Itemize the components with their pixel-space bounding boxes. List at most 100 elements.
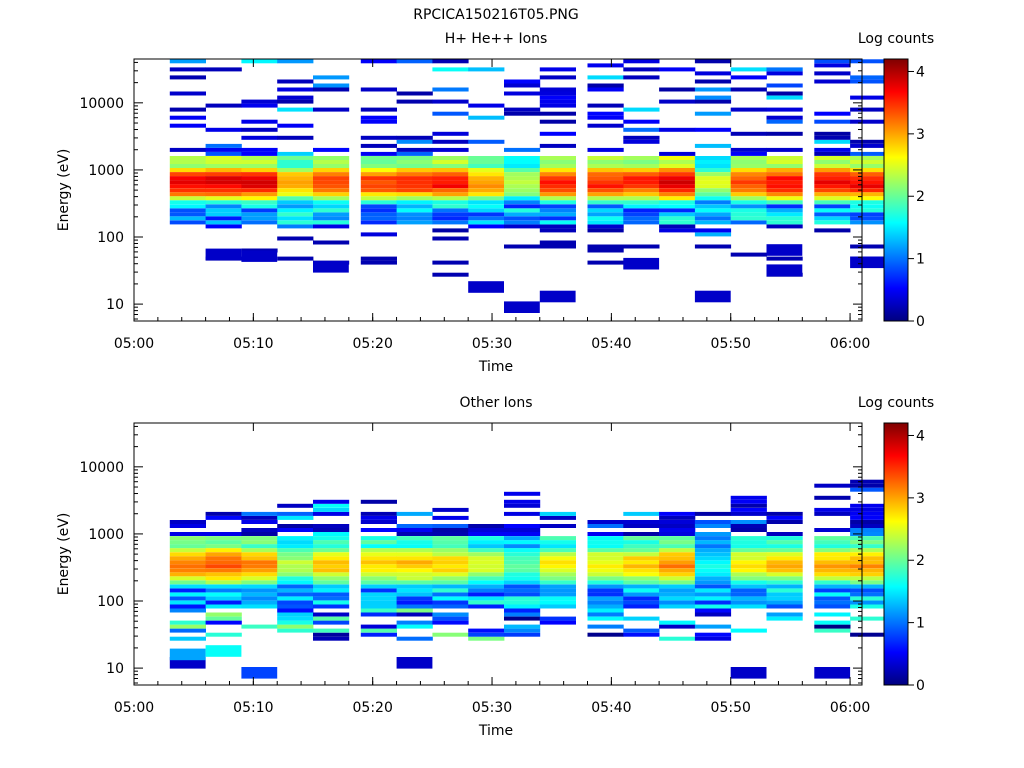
heatmap-cell [814, 200, 851, 205]
heatmap-cell [850, 540, 887, 545]
heatmap-cell [277, 107, 314, 112]
heatmap-cell [694, 560, 732, 565]
heatmap-cell [360, 216, 397, 221]
heatmap-cell [587, 115, 624, 120]
heatmap-cell [205, 103, 242, 108]
heatmap-cell [241, 168, 278, 172]
heatmap-cell [313, 524, 350, 528]
heatmap-cell [587, 608, 624, 613]
heatmap-cell [766, 131, 803, 136]
heatmap-cell [694, 576, 732, 581]
heatmap-cell [659, 528, 696, 532]
heatmap-cell [313, 564, 350, 569]
heatmap-cell [313, 576, 350, 581]
heatmap-cell [814, 147, 851, 152]
heatmap-cell [468, 200, 505, 205]
heatmap-cell [587, 164, 624, 168]
heatmap-cell [814, 528, 851, 532]
heatmap-cell [730, 107, 767, 112]
heatmap-cell [814, 620, 851, 625]
heatmap-cell [850, 532, 887, 536]
heatmap-cell [205, 151, 242, 156]
heatmap-cell [850, 151, 887, 156]
heatmap-cell [766, 172, 803, 177]
heatmap-cell [277, 568, 314, 573]
heatmap-cell [587, 536, 624, 541]
heatmap-cell [814, 540, 851, 545]
heatmap-cell [360, 592, 397, 597]
heatmap-cell [468, 103, 505, 108]
heatmap-cell [539, 511, 576, 516]
heatmap-cell [205, 540, 242, 545]
heatmap-cell [623, 196, 660, 201]
heatmap-cell [850, 507, 887, 512]
heatmap-cell [313, 220, 350, 225]
heatmap-cell [396, 172, 433, 177]
heatmap-cell [468, 208, 505, 213]
heatmap-cell [623, 107, 660, 112]
heatmap-cell [623, 564, 660, 569]
heatmap-cell [313, 75, 350, 80]
heatmap-cell [814, 212, 851, 217]
heatmap-cell [169, 556, 206, 561]
heatmap-cell [241, 540, 278, 545]
heatmap-cell [766, 83, 803, 88]
heatmap-cell [205, 588, 242, 593]
heatmap-cell [169, 220, 206, 225]
heatmap-cell [205, 200, 242, 205]
heatmap-cell [432, 260, 469, 265]
heatmap-cell [169, 196, 206, 201]
heatmap-cell [730, 600, 767, 605]
heatmap-cell [659, 156, 696, 160]
heatmap-cell [468, 636, 505, 641]
heatmap-cell [766, 520, 803, 524]
heatmap-cell [241, 200, 278, 205]
heatmap-cell [468, 604, 505, 609]
heatmap-cell [730, 67, 767, 72]
heatmap-cell [468, 556, 505, 561]
heatmap-cell [504, 612, 541, 617]
heatmap-cell [313, 188, 350, 193]
heatmap-cell [360, 256, 397, 261]
heatmap-cell [205, 604, 242, 609]
x-tick-label: 05:50 [711, 336, 751, 352]
heatmap-cell [504, 188, 541, 193]
heatmap-cell [623, 160, 660, 164]
heatmap-cell [360, 176, 397, 181]
heatmap-cell [539, 564, 576, 569]
heatmap-cell [694, 176, 732, 181]
heatmap-cell [360, 624, 397, 629]
heatmap-cell [623, 67, 660, 72]
heatmap-cell [587, 188, 624, 193]
heatmap-cell [277, 168, 314, 172]
heatmap-cell [468, 67, 505, 72]
heatmap-cell [659, 532, 696, 536]
heatmap-cell [539, 228, 576, 233]
heatmap-cell [730, 544, 767, 549]
heatmap-cell [814, 184, 851, 189]
heatmap-cell [539, 200, 576, 205]
heatmap-cell [694, 600, 732, 605]
heatmap-cell [241, 156, 278, 160]
heatmap-cell [360, 588, 397, 593]
heatmap-cell [587, 83, 624, 88]
heatmap-cell [659, 168, 696, 172]
heatmap-cell [504, 580, 541, 585]
heatmap-cell [432, 600, 469, 605]
heatmap-cell [169, 208, 206, 213]
heatmap-cell [432, 524, 469, 528]
heatmap-cell [504, 91, 541, 96]
heatmap-cell [241, 511, 278, 516]
heatmap-cell [623, 532, 660, 536]
heatmap-cell [814, 151, 851, 156]
heatmap-cell [241, 188, 278, 193]
heatmap-cell [730, 164, 767, 168]
heatmap-cell [587, 532, 624, 536]
heatmap-cell [694, 568, 732, 573]
heatmap-cell [169, 580, 206, 585]
heatmap-cell [241, 220, 278, 225]
heatmap-cell [205, 147, 242, 152]
heatmap-cell [814, 572, 851, 577]
heatmap-cell [766, 564, 803, 569]
heatmap-cell [241, 208, 278, 213]
